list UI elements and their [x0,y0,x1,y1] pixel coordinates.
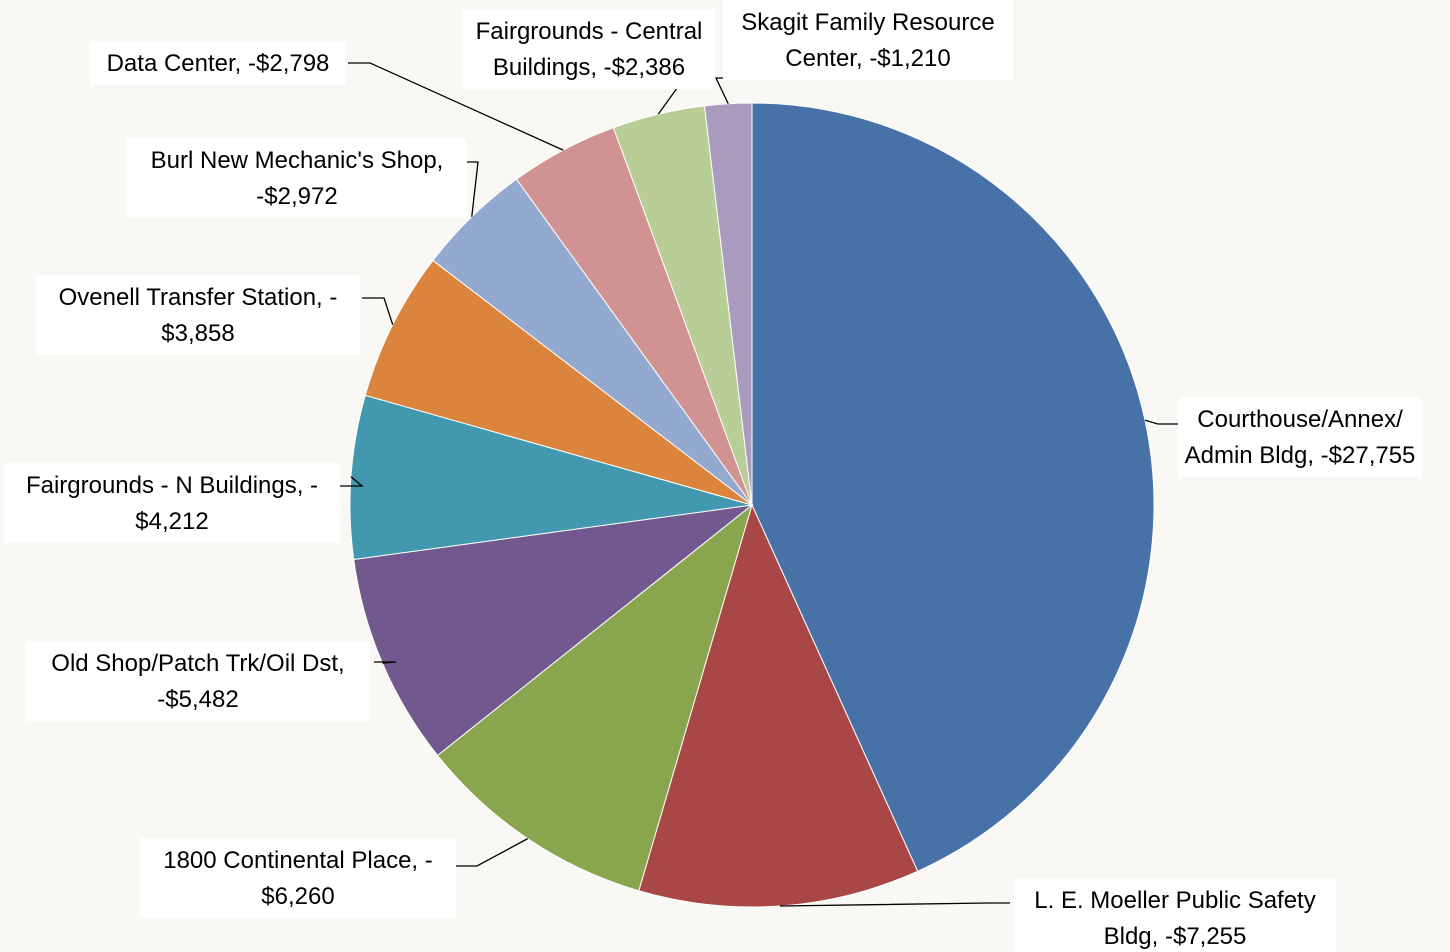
data-label-line: Bldg, -$7,255 [1104,923,1247,950]
data-label-line: -$5,482 [157,686,238,713]
data-label-line: Fairgrounds - N Buildings, - [26,472,318,499]
data-label: Courthouse/Annex/Admin Bldg, -$27,755 [1185,406,1416,469]
data-label-line: Old Shop/Patch Trk/Oil Dst, [51,650,344,677]
data-label-line: Burl New Mechanic's Shop, [151,147,444,174]
leader-line [455,838,529,867]
data-label: Data Center, -$2,798 [107,50,330,77]
data-label-line: Ovenell Transfer Station, - [59,284,338,311]
data-label: Fairgrounds - Central Buildings, -$2,386 [476,18,703,81]
data-label-box [4,463,340,543]
data-label-line: Courthouse/Annex/ [1197,406,1403,433]
data-label-box [1014,878,1336,952]
data-label-line: L. E. Moeller Public Safety [1034,887,1315,914]
data-label: 1800 Continental Place, - $6,260 [163,847,433,910]
leader-line [714,77,738,104]
leader-line [348,62,564,151]
data-label-line: -$2,972 [256,183,337,210]
data-label: L. E. Moeller Public Safety Bldg, -$7,255 [1034,887,1315,950]
leader-line [1144,419,1180,425]
leader-line [374,661,397,664]
leader-line [779,902,1010,907]
leader-line [362,297,394,325]
data-label: Old Shop/Patch Trk/Oil Dst, -$5,482 [51,650,344,713]
data-label-line: $6,260 [261,883,334,910]
pie-slice [436,503,753,892]
data-labels: Courthouse/Annex/Admin Bldg, -$27,755 L. … [4,0,1422,952]
data-label-box [1178,397,1422,477]
data-label-box [463,9,715,89]
data-label-line: 1800 Continental Place, - [163,847,433,874]
data-label: Burl New Mechanic's Shop, -$2,972 [151,147,444,210]
data-label: Ovenell Transfer Station, - $3,858 [59,284,338,347]
data-label-line: Buildings, -$2,386 [493,54,685,81]
data-label-box [127,138,467,218]
data-label-box [723,0,1013,80]
pie-slice [349,394,753,561]
data-label-box [36,275,360,355]
data-label-line: Fairgrounds - Central [476,18,703,45]
pie-slice [638,503,919,908]
pie-slice [703,102,753,506]
data-label-box [26,641,370,721]
data-label-box [90,41,346,85]
data-label: Fairgrounds - N Buildings, - $4,212 [26,472,318,535]
pie-slices [349,102,1155,908]
data-label-line: Data Center, -$2,798 [107,50,330,77]
data-label-line: $4,212 [135,508,208,535]
data-label-line: $3,858 [161,320,234,347]
data-label-line: Admin Bldg, -$27,755 [1185,442,1416,469]
data-label-line: Center, -$1,210 [785,45,950,72]
leader-line [340,476,364,487]
data-label-line: Skagit Family Resource [741,9,994,36]
data-label-box [140,838,456,918]
data-label: Skagit Family Resource Center, -$1,210 [741,9,994,72]
